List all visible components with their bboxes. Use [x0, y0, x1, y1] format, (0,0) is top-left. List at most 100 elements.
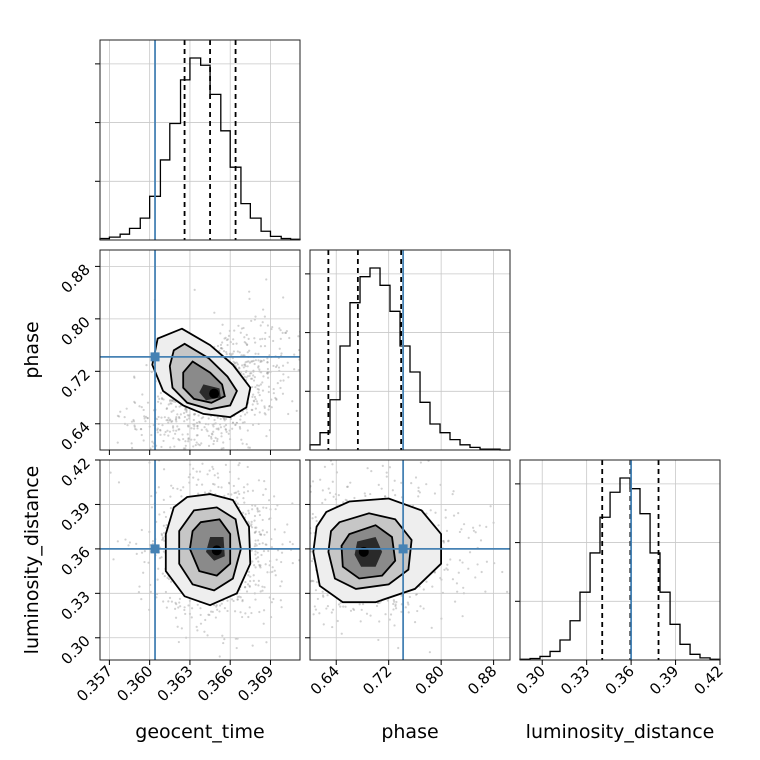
sample-dot	[224, 423, 228, 427]
sample-dot	[261, 529, 264, 532]
sample-dot	[168, 596, 172, 599]
sample-dot	[461, 615, 464, 618]
sample-dot	[203, 426, 206, 429]
sample-dot	[163, 416, 166, 419]
main-layer: 0.3570.3600.3630.3660.369geocent_time0.6…	[21, 39, 727, 743]
sample-dot	[227, 334, 231, 338]
sample-dot	[119, 410, 122, 413]
sample-dot	[132, 420, 136, 423]
sample-dot	[197, 414, 200, 417]
sample-dot	[145, 364, 148, 367]
sample-dot	[251, 408, 254, 412]
sample-dot	[220, 347, 223, 350]
sample-dot	[501, 570, 504, 574]
sample-dot	[234, 361, 237, 364]
sample-dot	[257, 539, 260, 542]
sample-dot	[221, 341, 224, 344]
sample-dot	[242, 366, 245, 369]
sample-dot	[206, 430, 209, 433]
sample-dot	[310, 559, 314, 563]
sample-dot	[241, 511, 245, 514]
sample-dot	[274, 396, 277, 400]
sample-dot	[247, 446, 250, 449]
sample-dot	[286, 523, 289, 526]
sample-dot	[429, 509, 432, 512]
sample-dot	[187, 437, 190, 441]
sample-dot	[241, 600, 244, 603]
sample-dot	[142, 408, 145, 412]
sample-dot	[193, 413, 196, 416]
panel-geocent_time-vs-luminosity_distance-frame	[99, 459, 301, 661]
sample-dot	[377, 638, 380, 642]
sample-dot	[246, 411, 249, 414]
sample-dot	[378, 620, 381, 623]
sample-dot	[417, 489, 420, 493]
sample-dot	[419, 605, 422, 608]
sample-dot	[331, 608, 335, 611]
sample-dot	[254, 397, 257, 401]
sample-dot	[259, 564, 262, 567]
sample-dot	[260, 360, 263, 363]
sample-dot	[243, 501, 246, 504]
sample-dot	[245, 590, 249, 593]
sample-dot	[263, 412, 266, 415]
sample-dot	[442, 539, 445, 543]
sample-dot	[288, 336, 291, 340]
sample-dot	[249, 575, 252, 578]
sample-dot	[276, 504, 279, 507]
sample-dot	[192, 445, 195, 448]
sample-dot	[246, 343, 249, 346]
sample-dot	[174, 601, 177, 604]
sample-dot	[135, 552, 138, 555]
sample-dot	[278, 327, 281, 330]
sample-dot	[265, 278, 268, 281]
sample-dot	[312, 613, 315, 616]
sample-dot	[162, 439, 165, 443]
sample-dot	[258, 411, 261, 414]
sample-dot	[246, 375, 249, 378]
sample-dot	[380, 487, 383, 490]
sample-dot	[248, 585, 251, 588]
sample-dot	[237, 490, 240, 493]
sample-dot	[165, 407, 168, 411]
sample-dot	[112, 558, 115, 561]
sample-dot	[223, 425, 226, 428]
sample-dot	[167, 403, 170, 406]
sample-dot	[160, 416, 163, 419]
sample-dot	[162, 524, 165, 527]
sample-dot	[280, 551, 284, 554]
sample-dot	[218, 604, 222, 607]
sample-dot	[168, 399, 172, 402]
sample-dot	[254, 530, 258, 533]
sample-dot	[257, 388, 261, 391]
sample-dot	[232, 360, 235, 363]
sample-dot	[268, 405, 271, 408]
sample-dot	[261, 518, 264, 522]
sample-dot	[238, 366, 241, 369]
sample-dot	[462, 523, 466, 526]
sample-dot	[244, 342, 247, 345]
sample-dot	[161, 538, 164, 541]
hist-panel-geocent_time	[95, 40, 301, 240]
sample-dot	[250, 377, 254, 380]
sample-dot	[186, 433, 189, 436]
sample-dot	[248, 349, 251, 352]
sample-dot	[177, 640, 180, 644]
sample-dot	[262, 359, 265, 362]
sample-dot	[172, 437, 175, 440]
sample-dot	[248, 297, 251, 300]
sample-dot	[222, 641, 225, 645]
sample-dot	[160, 445, 163, 449]
sample-dot	[422, 588, 425, 591]
sample-dot	[219, 426, 223, 429]
sample-dot	[282, 379, 285, 382]
sample-dot	[167, 421, 170, 424]
sample-dot	[224, 336, 227, 340]
sample-dot	[336, 619, 339, 623]
sample-dot	[318, 612, 321, 615]
sample-dot	[259, 360, 262, 364]
sample-dot	[259, 533, 263, 536]
sample-dot	[197, 443, 200, 446]
sample-dot	[244, 513, 247, 516]
sample-dot	[159, 433, 162, 436]
